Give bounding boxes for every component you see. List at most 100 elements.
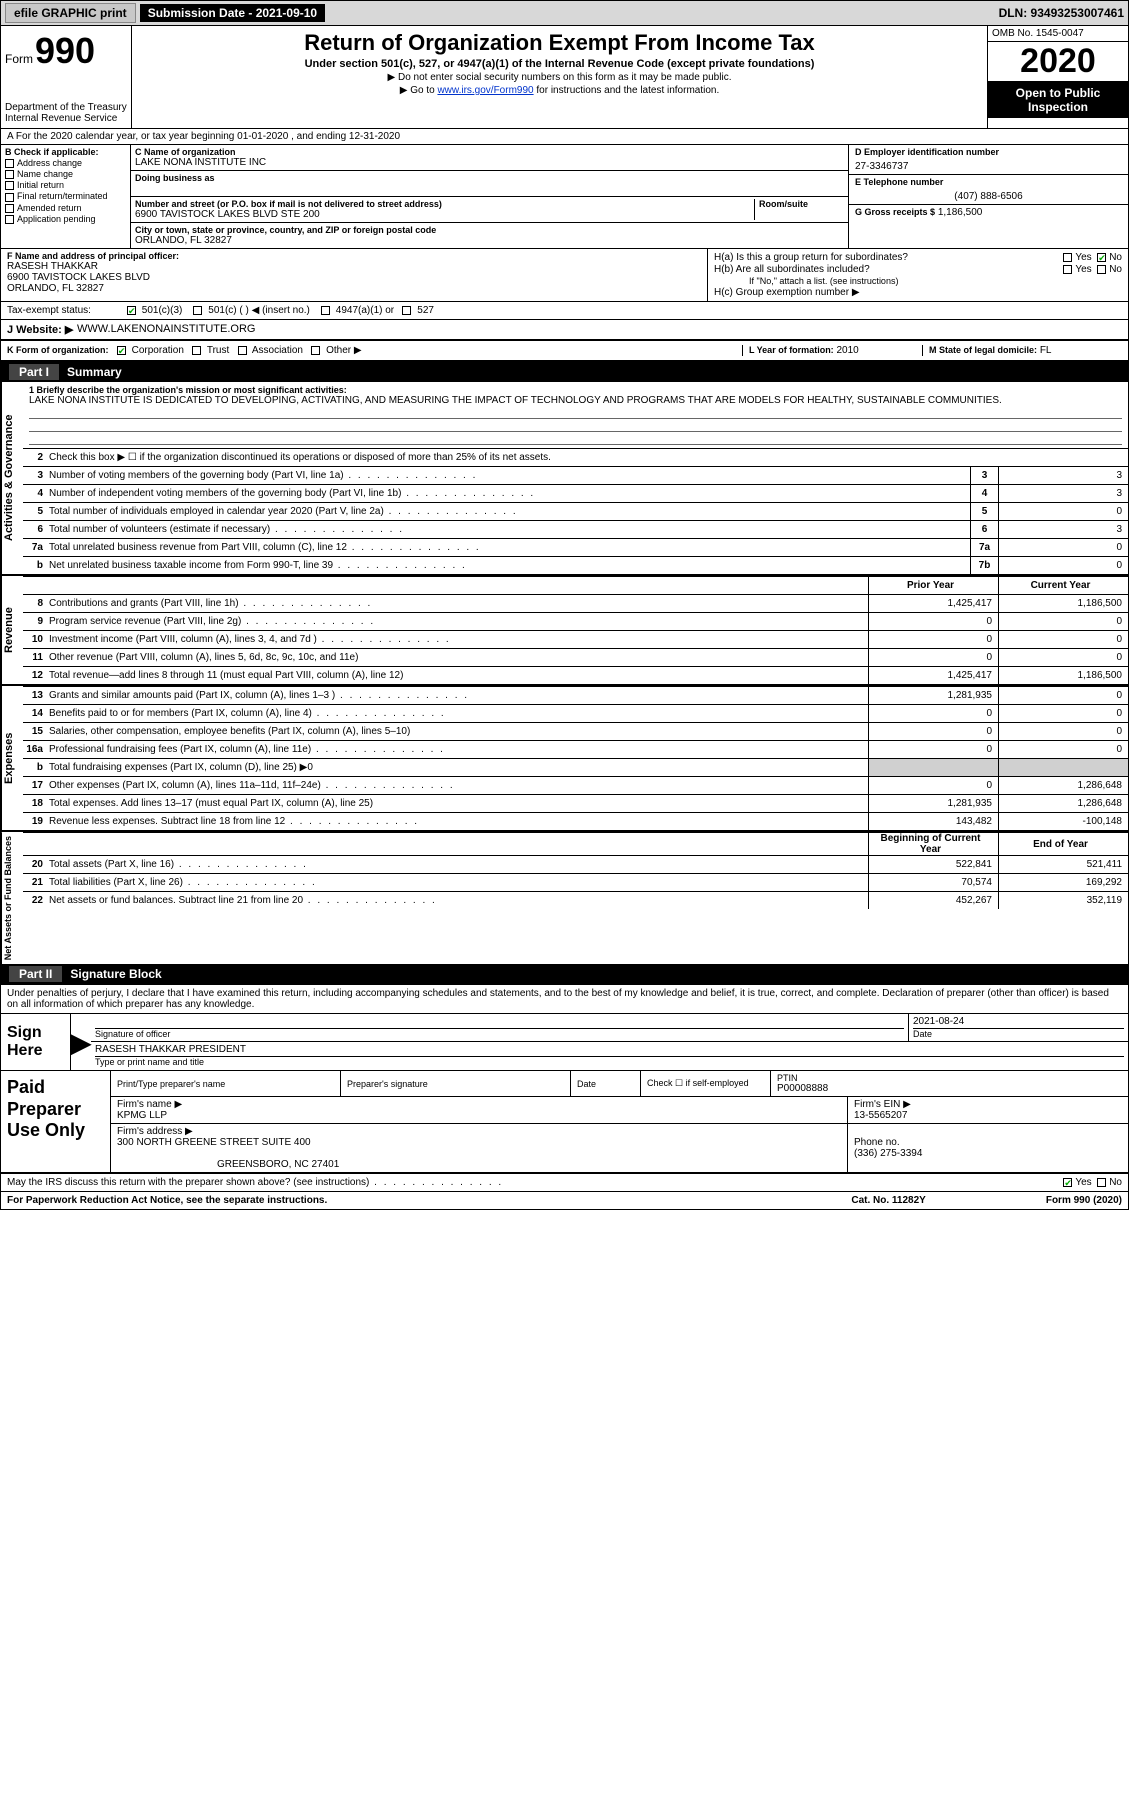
line-a-tax-year: A For the 2020 calendar year, or tax yea… — [1, 129, 1128, 145]
line-12-prior: 1,425,417 — [868, 667, 998, 684]
submission-date-label: Submission Date - 2021-09-10 — [140, 4, 325, 22]
form-word: Form — [5, 52, 33, 66]
paid-preparer-label: Paid Preparer Use Only — [1, 1071, 111, 1172]
501c3-checkbox[interactable] — [127, 306, 136, 315]
firm-ein: 13-5565207 — [854, 1110, 1122, 1121]
line-16b-prior — [868, 759, 998, 776]
association-checkbox[interactable] — [238, 346, 247, 355]
501c-checkbox[interactable] — [193, 306, 202, 315]
firm-name: KPMG LLP — [117, 1110, 841, 1121]
line-18-current: 1,286,648 — [998, 795, 1128, 812]
officer-name-title: RASESH THAKKAR PRESIDENT — [95, 1044, 1124, 1057]
revenue-vert-label: Revenue — [1, 576, 23, 684]
527-checkbox[interactable] — [402, 306, 411, 315]
net-assets-vert-label: Net Assets or Fund Balances — [1, 832, 23, 964]
application-pending-checkbox[interactable] — [5, 215, 14, 224]
4947a1-checkbox[interactable] — [321, 306, 330, 315]
telephone-value: (407) 888-6506 — [855, 191, 1122, 202]
line-17-current: 1,286,648 — [998, 777, 1128, 794]
corporation-checkbox[interactable] — [117, 346, 126, 355]
efile-graphic-print-button[interactable]: efile GRAPHIC print — [5, 3, 136, 23]
k-l-m-row: K Form of organization: Corporation Trus… — [1, 341, 1128, 362]
discuss-no-checkbox[interactable] — [1097, 1178, 1106, 1187]
line-7a-value: 0 — [998, 539, 1128, 556]
firm-address-2: GREENSBORO, NC 27401 — [217, 1159, 841, 1170]
line-11-current: 0 — [998, 649, 1128, 666]
ha-no-checkbox[interactable] — [1097, 253, 1106, 262]
website-row: J Website: ▶ WWW.LAKENONAINSTITUTE.ORG — [1, 320, 1128, 341]
department-label: Department of the Treasury Internal Reve… — [5, 102, 127, 124]
irs-discuss-row: May the IRS discuss this return with the… — [1, 1174, 1128, 1191]
other-checkbox[interactable] — [311, 346, 320, 355]
section-f-officer: F Name and address of principal officer:… — [1, 249, 708, 301]
entity-block: B Check if applicable: Address change Na… — [1, 145, 1128, 249]
final-return-checkbox[interactable] — [5, 193, 14, 202]
prior-year-header: Prior Year — [868, 577, 998, 594]
amended-return-checkbox[interactable] — [5, 204, 14, 213]
name-change-checkbox[interactable] — [5, 170, 14, 179]
footer-row: For Paperwork Reduction Act Notice, see … — [1, 1191, 1128, 1209]
boy-header: Beginning of Current Year — [868, 833, 998, 855]
officer-and-h-block: F Name and address of principal officer:… — [1, 249, 1128, 302]
line-6-value: 3 — [998, 521, 1128, 538]
line-7a-text: Total unrelated business revenue from Pa… — [47, 540, 970, 555]
line-13-prior: 1,281,935 — [868, 687, 998, 704]
line-19-current: -100,148 — [998, 813, 1128, 830]
trust-checkbox[interactable] — [192, 346, 201, 355]
hb-no-checkbox[interactable] — [1097, 265, 1106, 274]
ein-value: 27-3346737 — [855, 161, 1122, 172]
form-subtitle: Under section 501(c), 527, or 4947(a)(1)… — [140, 58, 979, 70]
toolbar: efile GRAPHIC print Submission Date - 20… — [1, 1, 1128, 26]
eoy-header: End of Year — [998, 833, 1128, 855]
signature-intro: Under penalties of perjury, I declare th… — [1, 984, 1128, 1013]
org-name: LAKE NONA INSTITUTE INC — [135, 157, 844, 168]
line-3-value: 3 — [998, 467, 1128, 484]
inspection-badge: Open to Public Inspection — [988, 82, 1128, 118]
cat-no: Cat. No. 11282Y — [851, 1195, 925, 1206]
form-header: Form 990 Department of the Treasury Inte… — [1, 26, 1128, 129]
address-change-checkbox[interactable] — [5, 159, 14, 168]
form-title-block: Return of Organization Exempt From Incom… — [131, 26, 988, 128]
discuss-yes-checkbox[interactable] — [1063, 1178, 1072, 1187]
sign-here-label: Sign Here — [1, 1014, 71, 1070]
dba-name — [135, 183, 844, 194]
signature-arrow-icon: ▶ — [71, 1014, 91, 1070]
line-7b-text: Net unrelated business taxable income fr… — [47, 558, 970, 573]
line-21-boy: 70,574 — [868, 874, 998, 891]
governance-vert-label: Activities & Governance — [1, 382, 23, 574]
line-9-prior: 0 — [868, 613, 998, 630]
line-8-current: 1,186,500 — [998, 595, 1128, 612]
line-22-eoy: 352,119 — [998, 892, 1128, 909]
ptin-value: P00008888 — [777, 1083, 1122, 1094]
line-15-prior: 0 — [868, 723, 998, 740]
state-of-domicile: FL — [1040, 345, 1052, 356]
line-12-current: 1,186,500 — [998, 667, 1128, 684]
line-7b-value: 0 — [998, 557, 1128, 574]
form-title: Return of Organization Exempt From Incom… — [140, 30, 979, 56]
initial-return-checkbox[interactable] — [5, 181, 14, 190]
part-2-header: Part II Signature Block — [1, 964, 1128, 984]
paid-preparer-block: Paid Preparer Use Only Print/Type prepar… — [1, 1071, 1128, 1174]
officer-name: RASESH THAKKAR — [7, 261, 701, 272]
line-9-current: 0 — [998, 613, 1128, 630]
section-b-checkboxes: B Check if applicable: Address change Na… — [1, 145, 131, 248]
tax-year: 2020 — [988, 42, 1128, 82]
line-4-text: Number of independent voting members of … — [47, 486, 970, 501]
form-id-block: Form 990 Department of the Treasury Inte… — [1, 26, 131, 128]
tax-exempt-status-row: Tax-exempt status: 501(c)(3) 501(c) ( ) … — [1, 302, 1128, 320]
line-13-current: 0 — [998, 687, 1128, 704]
line-19-prior: 143,482 — [868, 813, 998, 830]
governance-section: Activities & Governance 1 Briefly descri… — [1, 382, 1128, 574]
ha-yes-checkbox[interactable] — [1063, 253, 1072, 262]
line-21-eoy: 169,292 — [998, 874, 1128, 891]
net-assets-section: Net Assets or Fund Balances Beginning of… — [1, 830, 1128, 964]
irs-form990-link[interactable]: www.irs.gov/Form990 — [437, 85, 533, 96]
gross-receipts-value: 1,186,500 — [938, 207, 983, 218]
hb-yes-checkbox[interactable] — [1063, 265, 1072, 274]
officer-addr1: 6900 TAVISTOCK LAKES BLVD — [7, 272, 701, 283]
line-15-current: 0 — [998, 723, 1128, 740]
expenses-section: Expenses 13Grants and similar amounts pa… — [1, 684, 1128, 830]
line-8-prior: 1,425,417 — [868, 595, 998, 612]
line-16a-current: 0 — [998, 741, 1128, 758]
line-4-value: 3 — [998, 485, 1128, 502]
